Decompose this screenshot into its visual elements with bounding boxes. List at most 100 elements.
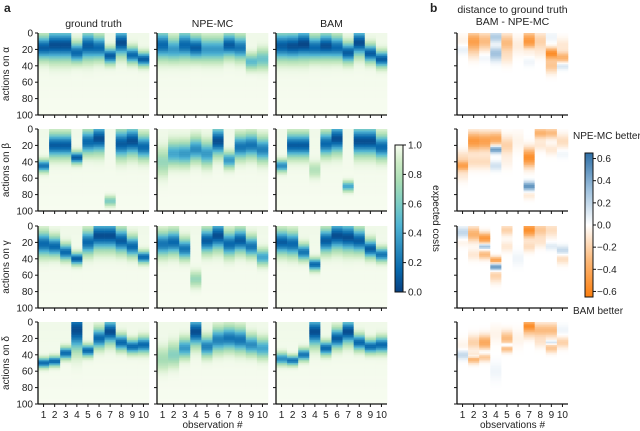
heatmap-cell — [157, 356, 169, 359]
heatmap-cell — [38, 87, 50, 90]
heatmap-cell — [309, 176, 321, 179]
heatmap-cell — [375, 108, 388, 111]
heatmap-cell — [38, 338, 50, 341]
heatmap-cell — [309, 95, 321, 98]
heatmap-cell — [126, 232, 139, 235]
heatmap-cell — [60, 291, 72, 294]
heatmap-cell — [137, 344, 150, 347]
heatmap-cell — [309, 88, 321, 91]
heatmap-cell — [60, 235, 72, 238]
heatmap-cell — [245, 179, 258, 182]
heatmap-cell — [223, 98, 235, 101]
heatmap-cell — [245, 85, 258, 88]
heatmap-cell — [104, 298, 116, 301]
heatmap-cell — [71, 336, 83, 339]
heatmap-cell — [93, 328, 105, 331]
heatmap-cell — [38, 381, 50, 383]
heatmap-cell — [256, 51, 269, 53]
heatmap-cell — [223, 103, 235, 106]
heatmap-cell — [38, 52, 50, 55]
heatmap-cell — [276, 51, 288, 53]
heatmap-cell — [49, 255, 61, 258]
heatmap-cell — [38, 130, 50, 133]
heatmap-cell — [201, 340, 213, 342]
heatmap-cell — [157, 57, 169, 60]
heatmap-cell — [375, 41, 388, 44]
heatmap-cell — [104, 253, 116, 256]
heatmap-cell — [93, 239, 105, 242]
heatmap-cell — [157, 338, 169, 341]
heatmap-cell — [309, 39, 321, 42]
heatmap-cell — [168, 189, 180, 192]
heatmap-cell — [93, 52, 105, 55]
heatmap-cell — [276, 199, 288, 202]
heatmap-cell — [190, 381, 202, 383]
heatmap-cell — [93, 170, 105, 172]
heatmap-cell — [276, 160, 288, 163]
heatmap-cell — [157, 306, 169, 309]
heatmap-cell — [190, 341, 202, 344]
heatmap-cell — [126, 361, 139, 364]
heatmap-cell — [60, 281, 72, 284]
heatmap-cell — [115, 239, 128, 242]
heatmap-cell — [115, 364, 128, 367]
heatmap-cell — [137, 271, 150, 274]
heatmap-cell — [256, 245, 269, 248]
heatmap-cell — [60, 179, 72, 182]
heatmap-cell — [71, 77, 83, 80]
heatmap-cell — [309, 60, 321, 63]
heatmap-cell — [364, 90, 377, 93]
heatmap-cell — [212, 348, 224, 351]
heatmap-cell — [353, 108, 366, 111]
heatmap-cell — [179, 147, 191, 149]
panel-a-ground-truth-alpha-ytick-label: 40 — [22, 61, 34, 72]
heatmap-cell — [234, 371, 247, 374]
heatmap-cell — [256, 69, 269, 72]
heatmap-cell — [256, 176, 269, 179]
heatmap-cell — [168, 397, 180, 400]
heatmap-cell — [331, 67, 343, 70]
heatmap-cell — [223, 179, 235, 182]
heatmap-cell — [320, 108, 332, 111]
heatmap-cell — [104, 260, 116, 263]
heatmap-cell — [49, 147, 61, 149]
heatmap-cell — [179, 267, 191, 269]
heatmap-cell — [115, 101, 128, 104]
heatmap-cell — [298, 204, 310, 207]
heatmap-cell — [364, 98, 377, 101]
heatmap-cell — [234, 323, 247, 326]
heatmap-cell — [82, 348, 94, 351]
panel-a-npe-mc-delta-xtick-label: 3 — [182, 410, 188, 421]
heatmap-cell — [212, 299, 224, 302]
heatmap-cell — [179, 240, 191, 243]
heatmap-cell — [375, 39, 388, 42]
heatmap-cell — [245, 348, 258, 351]
heatmap-cell — [201, 298, 213, 301]
heatmap-cell — [201, 381, 213, 383]
heatmap-cell — [104, 288, 116, 291]
heatmap-cell — [60, 57, 72, 60]
heatmap-cell — [104, 322, 116, 324]
heatmap-cell — [190, 235, 202, 238]
heatmap-cell — [157, 137, 169, 140]
heatmap-cell — [212, 77, 224, 80]
heatmap-cell — [168, 250, 180, 253]
heatmap-cell — [190, 336, 202, 339]
heatmap-cell — [115, 293, 128, 296]
heatmap-cell — [320, 197, 332, 200]
heatmap-cell — [137, 390, 150, 393]
heatmap-cell — [179, 235, 191, 238]
heatmap-cell — [49, 34, 61, 37]
heatmap-cell — [115, 155, 128, 158]
heatmap-cell — [38, 137, 50, 140]
heatmap-cell — [276, 62, 288, 65]
heatmap-cell — [201, 57, 213, 60]
heatmap-cell — [190, 57, 202, 60]
heatmap-cell — [223, 100, 235, 103]
heatmap-cell — [60, 366, 72, 369]
heatmap-cell — [234, 358, 247, 361]
heatmap-cell — [320, 163, 332, 166]
heatmap-cell — [276, 156, 288, 159]
heatmap-cell — [353, 47, 366, 50]
heatmap-cell — [104, 176, 116, 179]
